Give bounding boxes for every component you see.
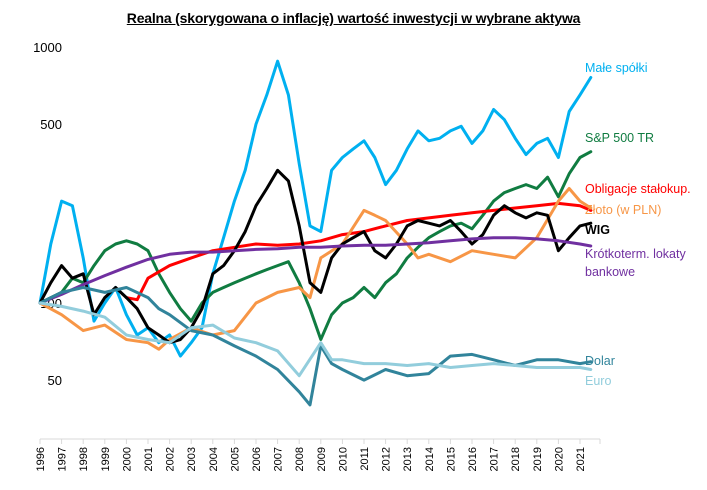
y-tick-label: 500 <box>40 117 62 132</box>
x-tick-label: 1998 <box>78 447 90 471</box>
series-label-obligacje-sta-okup: Obligacje stałokup. <box>585 182 691 196</box>
x-tick-label: 2002 <box>165 447 177 471</box>
x-tick-label: 2011 <box>359 447 371 471</box>
series-label-wig: WIG <box>585 223 610 237</box>
chart-title: Realna (skorygowana o inflację) wartość … <box>126 10 581 26</box>
x-tick-label: 2021 <box>575 447 587 471</box>
x-tick-label: 2018 <box>510 447 522 471</box>
x-tick-label: 2001 <box>143 447 155 471</box>
x-tick-label: 2008 <box>294 447 306 471</box>
series-line-s-p-500-tr <box>38 150 593 341</box>
x-tick-label: 2017 <box>489 447 501 471</box>
x-tick-label: 2015 <box>445 447 457 471</box>
series-label-ma-e-sp-ki: Małe spółki <box>585 61 648 75</box>
x-tick-label: 2000 <box>121 447 133 471</box>
series-label-kr-tkoterm-lokaty-bankowe: Krótkoterm. lokaty <box>585 247 686 261</box>
series-label-dolar: Dolar <box>585 354 615 368</box>
y-tick-label: 1000 <box>33 40 62 55</box>
x-tick-label: 2012 <box>381 447 393 471</box>
x-tick-label: 1999 <box>100 447 112 471</box>
x-tick-label: 2004 <box>208 447 220 471</box>
x-tick-label: 2016 <box>467 447 479 471</box>
x-tick-label: 2013 <box>402 447 414 471</box>
series-label-z-oto-w-pln: Złoto (w PLN) <box>585 203 661 217</box>
series-line-wig <box>38 168 593 345</box>
series-line-ma-e-sp-ki <box>38 59 593 358</box>
x-axis: 1996 1997 1998 1999 2000 2001 2002 2003 2004 2005… <box>35 438 601 471</box>
x-tick-label: 2006 <box>251 447 263 471</box>
series-line-obligacje-sta-okup <box>124 201 593 302</box>
series-labels: Małe spółki S&P 500 TR Obligacje stałokup.… <box>585 61 691 388</box>
series-label-euro: Euro <box>585 374 611 388</box>
x-tick-label: 2020 <box>553 447 565 471</box>
series-line-z-oto-w-pln <box>38 187 593 351</box>
series-label-kr-tkoterm-lokaty-bankowe-line2: bankowe <box>585 265 635 279</box>
series-line-euro <box>38 301 593 378</box>
x-tick-label: 1996 <box>35 447 47 471</box>
series-label-s-p-500-tr: S&P 500 TR <box>585 131 654 145</box>
x-tick-label: 2009 <box>316 447 328 471</box>
y-tick-label: 50 <box>48 373 62 388</box>
series-lines <box>38 59 593 407</box>
x-tick-label: 1997 <box>57 447 69 471</box>
series-line-dolar <box>38 286 593 407</box>
x-tick-label: 2014 <box>424 447 436 471</box>
x-tick-label: 2007 <box>273 447 285 471</box>
x-tick-label: 2010 <box>337 447 349 471</box>
x-tick-label: 2019 <box>532 447 544 471</box>
x-tick-label: 2005 <box>229 447 241 471</box>
series-line-kr-tkoterm-lokaty-bankowe <box>38 236 593 305</box>
x-tick-label: 2003 <box>186 447 198 471</box>
